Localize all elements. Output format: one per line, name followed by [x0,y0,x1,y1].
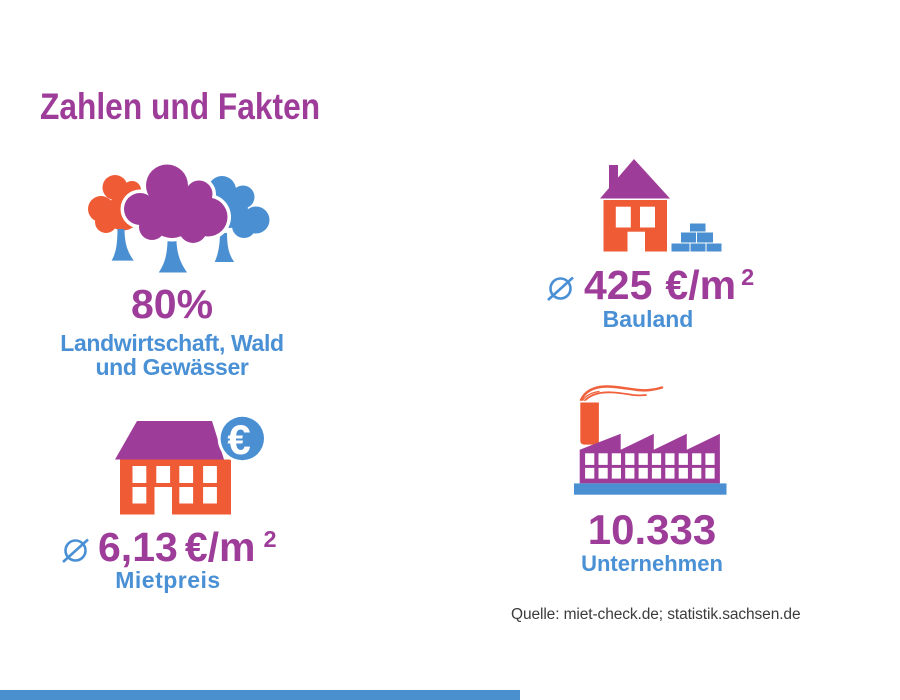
svg-text:€: € [227,416,250,463]
